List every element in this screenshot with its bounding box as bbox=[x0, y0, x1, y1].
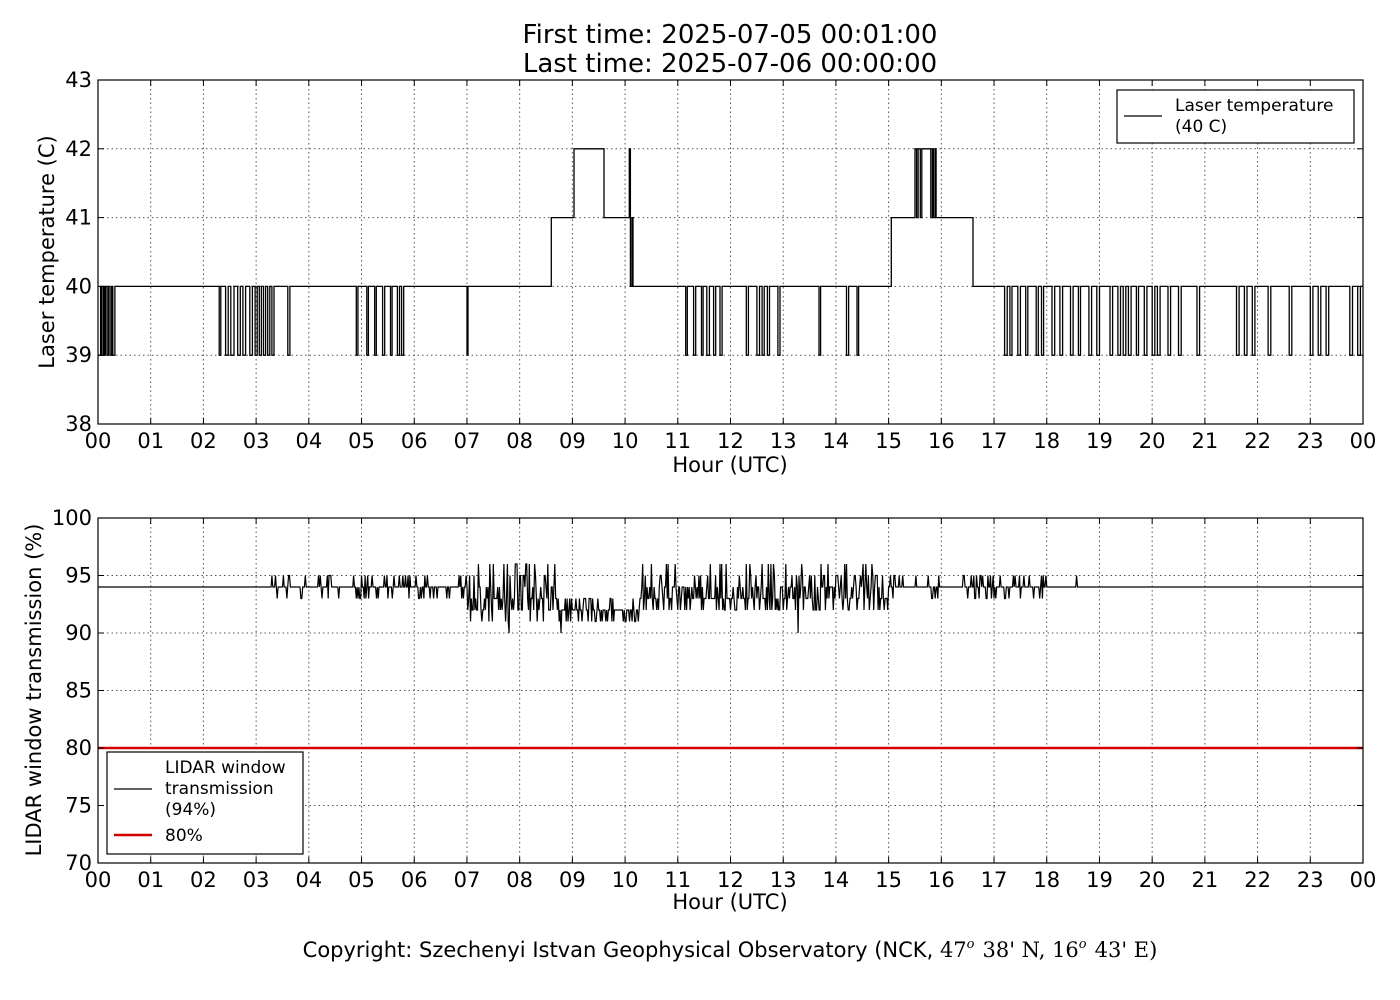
bottom-x-tick-label: 19 bbox=[1086, 868, 1113, 892]
top-x-tick-label: 22 bbox=[1244, 429, 1271, 453]
top-y-tick-label: 41 bbox=[65, 206, 92, 230]
top-x-tick-label: 10 bbox=[612, 429, 639, 453]
bottom-ticks: 00 01 02 03 04 05 06 07 08 09 10 11 12 13 14 15 16 17 18 19… bbox=[52, 506, 1376, 892]
top-x-tick-label: 17 bbox=[981, 429, 1008, 453]
bottom-x-tick-label: 08 bbox=[506, 868, 533, 892]
bottom-legend-label-threshold: 80% bbox=[165, 826, 203, 846]
top-x-tick-label: 07 bbox=[454, 429, 481, 453]
top-y-tick-label: 38 bbox=[65, 412, 92, 436]
laser-temperature-panel: 00 01 02 03 04 05 06 07 08 09 10 11 12 13 14 15 16 17 18 19… bbox=[35, 68, 1376, 477]
bottom-x-tick-label: 20 bbox=[1139, 868, 1166, 892]
top-x-tick-label: 21 bbox=[1192, 429, 1219, 453]
top-x-tick-label: 14 bbox=[823, 429, 850, 453]
latitude-degrees: 47 bbox=[940, 938, 967, 962]
bottom-x-tick-label: 03 bbox=[243, 868, 270, 892]
bottom-x-tick-label: 11 bbox=[664, 868, 691, 892]
bottom-x-tick-label: 12 bbox=[717, 868, 744, 892]
bottom-y-tick-label: 100 bbox=[52, 506, 92, 530]
bottom-x-tick-label: 14 bbox=[823, 868, 850, 892]
legend-line: (40 C) bbox=[1175, 117, 1227, 137]
bottom-x-tick-label: 05 bbox=[348, 868, 375, 892]
top-legend-label: Laser temperature (40 C) bbox=[1175, 96, 1333, 137]
bottom-x-tick-label: 15 bbox=[875, 868, 902, 892]
bottom-x-tick-label: 10 bbox=[612, 868, 639, 892]
chart-title-line2: Last time: 2025-07-06 00:00:00 bbox=[523, 49, 937, 79]
bottom-y-tick-label: 95 bbox=[65, 564, 92, 588]
copyright-text: Copyright: Szechenyi Istvan Geophysical … bbox=[303, 938, 940, 962]
bottom-x-tick-label: 23 bbox=[1297, 868, 1324, 892]
top-x-tick-label: 12 bbox=[717, 429, 744, 453]
bottom-y-tick-label: 70 bbox=[65, 851, 92, 875]
legend-line: Laser temperature bbox=[1175, 96, 1333, 116]
bottom-x-tick-label: 18 bbox=[1033, 868, 1060, 892]
top-x-tick-label: 16 bbox=[928, 429, 955, 453]
top-x-tick-label: 11 bbox=[664, 429, 691, 453]
longitude-degrees: 16 bbox=[1052, 938, 1079, 962]
top-x-tick-label: 15 bbox=[875, 429, 902, 453]
bottom-x-tick-label: 00 bbox=[85, 868, 112, 892]
top-x-tick-label: 04 bbox=[295, 429, 322, 453]
top-x-tick-label: 00 bbox=[85, 429, 112, 453]
top-ticks: 00 01 02 03 04 05 06 07 08 09 10 11 12 13 14 15 16 17 18 19… bbox=[65, 68, 1376, 453]
longitude-degree-sign: o bbox=[1079, 937, 1087, 952]
bottom-x-tick-label: 17 bbox=[981, 868, 1008, 892]
bottom-x-tick-label: 02 bbox=[190, 868, 217, 892]
bottom-x-tick-label: 22 bbox=[1244, 868, 1271, 892]
bottom-x-tick-label: 04 bbox=[295, 868, 322, 892]
lidar-transmission-panel: 00 01 02 03 04 05 06 07 08 09 10 11 12 13 14 15 16 17 18 19… bbox=[22, 506, 1376, 914]
legend-line: LIDAR window bbox=[165, 758, 286, 778]
bottom-x-tick-label: 07 bbox=[454, 868, 481, 892]
top-x-tick-label: 19 bbox=[1086, 429, 1113, 453]
top-x-axis-label: Hour (UTC) bbox=[672, 453, 787, 477]
top-x-tick-label: 08 bbox=[506, 429, 533, 453]
top-x-tick-label: 18 bbox=[1033, 429, 1060, 453]
bottom-y-tick-label: 90 bbox=[65, 621, 92, 645]
top-y-tick-label: 42 bbox=[65, 137, 92, 161]
laser-temperature-line bbox=[98, 148, 1363, 356]
bottom-x-tick-label: 21 bbox=[1192, 868, 1219, 892]
bottom-x-axis-label: Hour (UTC) bbox=[672, 890, 787, 914]
top-x-tick-label: 01 bbox=[137, 429, 164, 453]
bottom-y-tick-label: 75 bbox=[65, 794, 92, 818]
bottom-y-tick-label: 85 bbox=[65, 679, 92, 703]
top-x-tick-label: 02 bbox=[190, 429, 217, 453]
top-x-tick-label: 09 bbox=[559, 429, 586, 453]
bottom-legend: LIDAR window transmission (94%) 80% bbox=[106, 751, 304, 855]
bottom-x-tick-label: 13 bbox=[770, 868, 797, 892]
legend-line: (94%) bbox=[165, 800, 216, 820]
bottom-x-tick-label: 00 bbox=[1350, 868, 1377, 892]
latitude-degree-sign: o bbox=[967, 937, 975, 952]
top-x-tick-label: 13 bbox=[770, 429, 797, 453]
copyright-footer: Copyright: Szechenyi Istvan Geophysical … bbox=[303, 937, 1158, 962]
top-y-axis-label: Laser temperature (C) bbox=[35, 135, 59, 368]
top-x-tick-label: 00 bbox=[1350, 429, 1377, 453]
bottom-x-tick-label: 09 bbox=[559, 868, 586, 892]
bottom-x-tick-label: 01 bbox=[137, 868, 164, 892]
legend-line: transmission bbox=[165, 779, 274, 799]
longitude-minutes: 43' E) bbox=[1095, 938, 1158, 962]
latitude-minutes: 38' N, bbox=[983, 938, 1053, 962]
top-y-tick-label: 43 bbox=[65, 68, 92, 92]
bottom-y-tick-label: 80 bbox=[65, 736, 92, 760]
top-x-tick-label: 06 bbox=[401, 429, 428, 453]
bottom-x-tick-label: 16 bbox=[928, 868, 955, 892]
top-y-tick-label: 40 bbox=[65, 274, 92, 298]
bottom-x-tick-label: 06 bbox=[401, 868, 428, 892]
top-y-tick-label: 39 bbox=[65, 343, 92, 367]
bottom-series-group bbox=[98, 563, 1363, 750]
bottom-legend-label-lidar: LIDAR window transmission (94%) bbox=[165, 758, 286, 820]
top-series-group bbox=[98, 148, 1363, 356]
top-x-tick-label: 05 bbox=[348, 429, 375, 453]
top-x-tick-label: 20 bbox=[1139, 429, 1166, 453]
top-legend: Laser temperature (40 C) bbox=[1116, 89, 1355, 144]
bottom-legend-box bbox=[106, 751, 304, 855]
lidar-transmission-line bbox=[98, 563, 1363, 634]
top-x-tick-label: 23 bbox=[1297, 429, 1324, 453]
chart-title-line1: First time: 2025-07-05 00:01:00 bbox=[523, 20, 938, 50]
bottom-y-axis-label: LIDAR window transmission (%) bbox=[22, 524, 46, 857]
top-x-tick-label: 03 bbox=[243, 429, 270, 453]
